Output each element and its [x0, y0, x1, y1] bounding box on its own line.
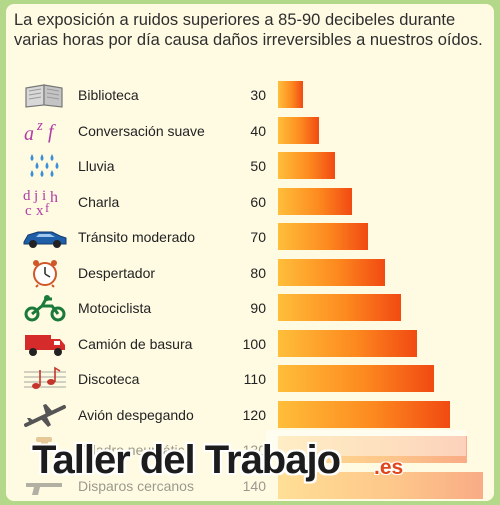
chart-title-line-2: varias horas por día causa daños irrever…	[14, 31, 483, 49]
chart-row: Disparos cercanos 140	[6, 469, 494, 502]
bar	[278, 152, 336, 179]
value-label: 40	[250, 122, 266, 139]
value-label: 130	[242, 442, 266, 458]
gun-icon	[20, 471, 70, 501]
bar	[278, 223, 369, 250]
value-label: 140	[242, 477, 266, 494]
chart-row: Discoteca 110	[6, 362, 494, 396]
category-label: Discoteca	[78, 371, 140, 387]
chart-row: Camión de basura 100	[6, 327, 494, 361]
bar	[278, 400, 451, 428]
bar	[278, 329, 418, 357]
value-label: 80	[250, 264, 266, 281]
chart-card: La exposición a ruidos superiores a 85-9…	[6, 4, 494, 501]
category-label: Disparos cercanos	[78, 477, 194, 494]
car-icon	[20, 222, 70, 252]
chart-title: La exposición a ruidos superiores a 85-9…	[14, 10, 494, 50]
value-label: 70	[250, 229, 266, 245]
value-label: 30	[250, 87, 266, 103]
bar	[278, 471, 483, 499]
bar	[278, 81, 303, 108]
svg-text:f: f	[48, 121, 56, 143]
value-label: 110	[243, 371, 266, 387]
truck-icon	[20, 329, 70, 359]
category-label: Biblioteca	[78, 87, 139, 103]
chart-row: Despertador 80	[6, 256, 494, 290]
chart-row: a z f Conversación suave 40	[6, 114, 494, 148]
bar	[278, 436, 467, 463]
value-label: 60	[250, 193, 266, 210]
value-label: 100	[242, 335, 266, 352]
svg-text:d: d	[23, 188, 31, 204]
bar	[278, 294, 401, 321]
chart-row: Taladro neumático 130	[6, 433, 494, 467]
value-label: 50	[250, 158, 266, 174]
svg-text:h: h	[50, 189, 58, 206]
svg-text:a: a	[24, 123, 34, 145]
category-label: Avión despegando	[78, 406, 194, 423]
airplane-icon	[20, 400, 70, 430]
music-notes-icon	[20, 364, 70, 394]
alarm-clock-icon	[20, 258, 70, 288]
book-icon	[20, 80, 70, 110]
chart-row: Biblioteca 30	[6, 78, 494, 112]
category-label: Charla	[78, 193, 120, 210]
bar	[278, 365, 434, 392]
chart-row: Avión despegando 120	[6, 398, 494, 432]
svg-text:j: j	[33, 188, 38, 204]
chart-row: Tránsito moderado 70	[6, 220, 494, 254]
category-label: Motociclista	[78, 300, 152, 316]
svg-text:c: c	[25, 203, 32, 217]
value-label: 90	[250, 300, 266, 316]
category-label: Conversación suave	[78, 122, 205, 139]
category-label: Lluvia	[78, 158, 115, 174]
motorcycle-icon	[20, 293, 70, 323]
chart-title-line-1: La exposición a ruidos superiores a 85-9…	[14, 11, 456, 29]
svg-text:x: x	[36, 203, 44, 217]
svg-text:f: f	[45, 200, 50, 215]
category-label: Taladro neumático	[78, 442, 193, 458]
chart-row: d j i h c x f Charla 60	[6, 185, 494, 219]
svg-text:z: z	[36, 118, 43, 134]
bar	[278, 187, 352, 215]
category-label: Camión de basura	[78, 335, 193, 352]
category-label: Tránsito moderado	[78, 229, 195, 245]
chart-row: Motociclista 90	[6, 291, 494, 325]
bar	[278, 258, 385, 286]
svg-text:i: i	[42, 188, 46, 204]
raindrops-icon	[20, 151, 70, 181]
value-label: 120	[242, 406, 266, 423]
chart-row: Lluvia 50	[6, 149, 494, 183]
jackhammer-icon	[20, 435, 70, 465]
category-label: Despertador	[78, 264, 156, 281]
bar	[278, 116, 319, 144]
